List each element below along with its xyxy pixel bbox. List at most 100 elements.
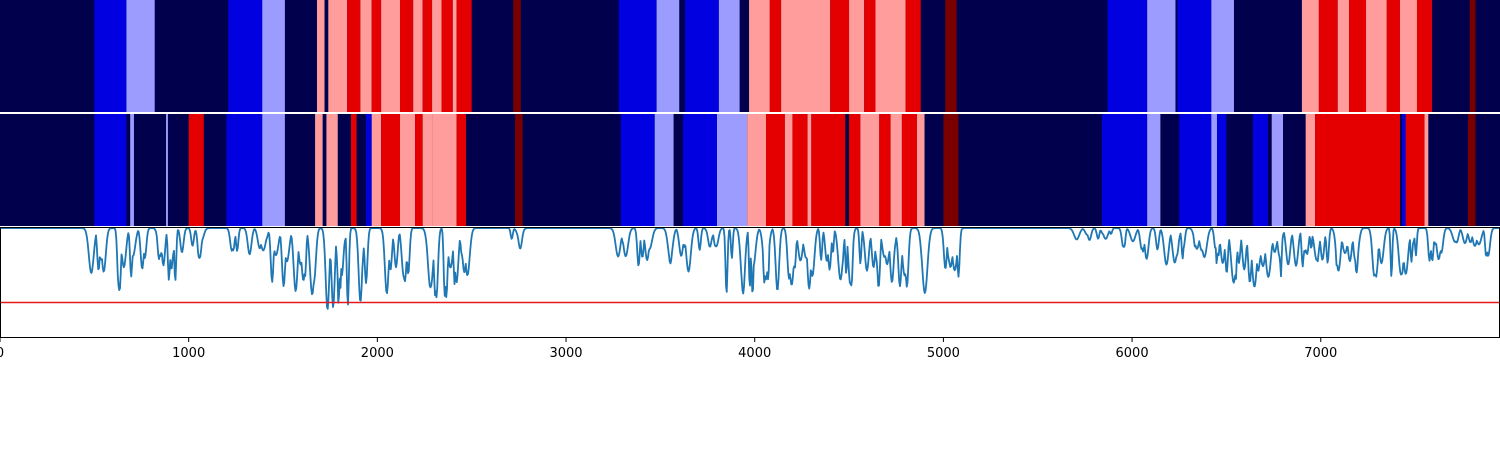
state-segment-lightred: [328, 0, 348, 112]
state-segment-blue: [1177, 0, 1212, 112]
x-axis: 0 1000 2000 3000 4000 5000 6000 7000: [0, 338, 1337, 361]
state-segment-lightblue: [166, 114, 168, 226]
state-segment-red: [1416, 0, 1433, 112]
state-segment-lightred: [432, 114, 457, 226]
state-segment-lightblue: [654, 114, 674, 226]
state-segment-blue: [620, 114, 655, 226]
state-segment-red: [1405, 114, 1425, 226]
state-segment-blue: [1179, 114, 1212, 226]
state-segment-blue: [226, 114, 263, 226]
state-segment-lightblue: [126, 0, 155, 112]
state-segment-lightred: [326, 114, 338, 226]
state-segment-lightblue: [1271, 114, 1284, 226]
state-segment-lightblue: [262, 0, 285, 112]
state-segment-darkred: [1467, 114, 1476, 226]
state-segment-lightred: [1337, 0, 1350, 112]
state-segment-red: [456, 0, 472, 112]
state-segment-lightred: [916, 114, 925, 226]
state-segment-red: [400, 0, 414, 112]
state-segment-red: [901, 114, 917, 226]
state-segment-lightblue: [1211, 0, 1234, 112]
state-segment-darkred: [515, 114, 523, 226]
state-segment-lightred: [315, 114, 323, 226]
state-segment-blue: [1101, 114, 1148, 226]
state-segment-lightred: [784, 114, 793, 226]
state-segment-lightred: [422, 114, 433, 226]
state-segment-lightblue: [716, 114, 748, 226]
state-segment-blue: [94, 0, 127, 112]
state-segment-lightred: [860, 114, 880, 226]
state-segment-red: [1349, 0, 1367, 112]
x-tick-label: 3000: [549, 346, 582, 361]
state-segment-red: [441, 0, 453, 112]
state-segment-blue: [618, 0, 657, 112]
x-tick-label: 4000: [738, 346, 771, 361]
x-tick-label: 5000: [927, 346, 960, 361]
track-separator: [0, 112, 1500, 114]
state-segment-lightred: [1424, 114, 1429, 226]
state-segment-lightblue: [262, 114, 285, 226]
state-segment-lightred: [413, 0, 423, 112]
state-segment-darkred: [945, 0, 957, 112]
state-segment-red: [1386, 0, 1400, 112]
line-panel: [0, 227, 1500, 338]
x-tick-label: 0: [0, 346, 4, 361]
state-segment-red: [879, 114, 891, 226]
state-segment-lightred: [432, 0, 442, 112]
state-segment-lightred: [1366, 0, 1387, 112]
state-segment-red: [188, 114, 204, 226]
state-segment-red: [811, 114, 846, 226]
state-segment-lightblue: [1211, 114, 1217, 226]
state-segment-lightred: [1305, 114, 1316, 226]
track-1: [0, 0, 1500, 112]
state-segment-red: [830, 0, 850, 112]
state-segment-blue: [94, 114, 127, 226]
state-segment-red: [1318, 0, 1338, 112]
state-segment-lightred: [452, 0, 457, 112]
state-segment-red: [792, 114, 808, 226]
state-segment-lightblue: [130, 114, 134, 226]
state-segment-blue: [683, 114, 717, 226]
state-segment-lightred: [890, 114, 902, 226]
state-segment-red: [422, 0, 433, 112]
state-segment-red: [766, 114, 785, 226]
series-line: [0, 227, 1500, 310]
state-segment-blue: [1107, 0, 1148, 112]
x-tick-label: 6000: [1116, 346, 1149, 361]
state-segment-red: [371, 0, 382, 112]
state-segment-lightblue: [1147, 0, 1176, 112]
state-segment-red: [456, 114, 467, 226]
x-tick-label: 2000: [361, 346, 394, 361]
state-segment-lightred: [1301, 0, 1319, 112]
state-segment-darkred: [943, 114, 959, 226]
state-segment-blue: [228, 0, 263, 112]
state-segment-red: [381, 114, 400, 226]
state-segment-blue: [1252, 114, 1268, 226]
state-segment-darkred: [1469, 0, 1476, 112]
state-segment-lightred: [807, 114, 812, 226]
state-segment-lightred: [316, 0, 325, 112]
state-segment-lightred: [400, 114, 416, 226]
state-segment-red: [864, 0, 876, 112]
state-segment-red: [905, 0, 921, 112]
state-segment-lightred: [1400, 0, 1417, 112]
state-segment-lightblue: [656, 0, 680, 112]
track-2: [0, 114, 1500, 226]
state-segment-blue: [1401, 114, 1406, 226]
x-tick-label: 7000: [1304, 346, 1337, 361]
state-tracks: [0, 0, 1500, 226]
state-segment-lightred: [849, 0, 865, 112]
state-segment-lightred: [781, 0, 831, 112]
state-segment-lightred: [747, 114, 767, 226]
state-segment-blue: [684, 0, 719, 112]
state-segment-red: [415, 114, 423, 226]
state-segment-lightred: [371, 114, 382, 226]
state-segment-lightred: [360, 0, 372, 112]
state-segment-lightred: [381, 0, 400, 112]
state-segment-blue: [366, 114, 372, 226]
state-segment-darkred: [513, 0, 521, 112]
state-segment-lightblue: [1147, 114, 1161, 226]
x-tick-label: 1000: [172, 346, 205, 361]
state-segment-red: [347, 0, 361, 112]
